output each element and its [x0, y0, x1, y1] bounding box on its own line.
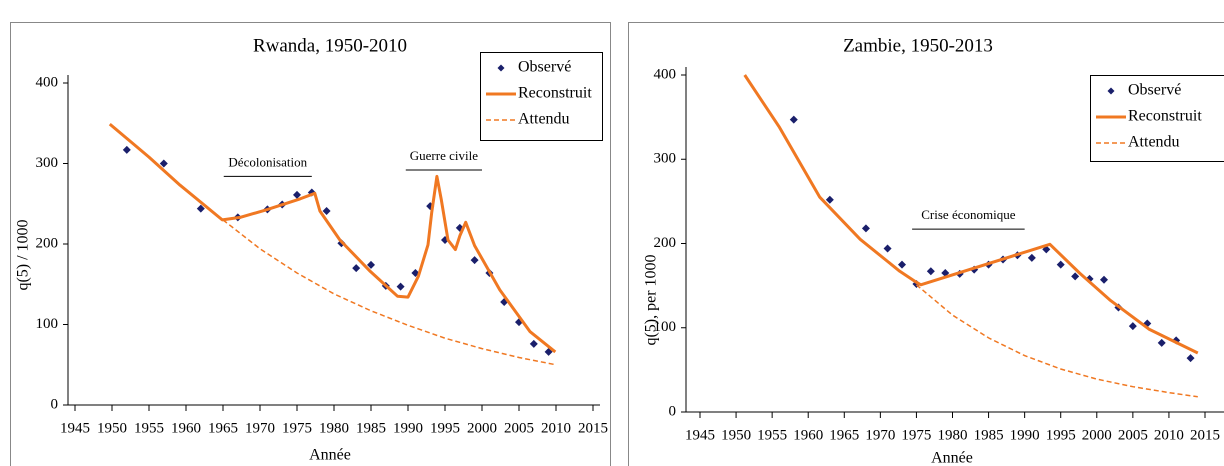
legend-label: Attendu	[1128, 134, 1180, 151]
data-point	[926, 267, 935, 276]
y-tick-label: 0	[51, 396, 59, 412]
x-tick-label: 1985	[974, 427, 1004, 443]
legend-marker	[1107, 87, 1115, 95]
x-tick-label: 1950	[97, 420, 127, 436]
data-point	[861, 224, 870, 233]
y-tick-label: 200	[36, 235, 59, 251]
series-line	[915, 284, 1198, 398]
data-point	[1157, 338, 1166, 347]
chart-title: Rwanda, 1950-2010	[253, 35, 407, 56]
data-point	[1056, 260, 1065, 269]
data-point	[196, 204, 205, 213]
x-tick-label: 2010	[541, 420, 571, 436]
x-tick-label: 1950	[721, 427, 751, 443]
y-tick-label: 100	[654, 319, 677, 335]
x-tick-label: 1980	[319, 420, 349, 436]
y-axis-label: q(5) / 1000	[15, 219, 32, 290]
series-line	[108, 122, 557, 354]
chart-title: Zambie, 1950-2013	[843, 35, 993, 56]
y-tick-label: 0	[669, 403, 677, 419]
y-tick-label: 300	[36, 155, 59, 171]
data-point	[396, 282, 405, 291]
panel-frame	[10, 22, 611, 466]
x-tick-label: 1990	[1010, 427, 1040, 443]
data-point	[367, 260, 375, 269]
legend-label: Observé	[518, 59, 571, 76]
legend-label: Attendu	[518, 111, 570, 128]
data-point	[1027, 253, 1036, 262]
x-tick-label: 2000	[467, 420, 497, 436]
series-line	[222, 219, 557, 366]
data-point	[1128, 322, 1137, 331]
x-tick-label: 2010	[1154, 427, 1184, 443]
x-tick-label: 1975	[282, 420, 312, 436]
annotation: Crise économique	[921, 207, 1015, 222]
panel-frame	[628, 22, 1224, 466]
y-tick-label: 400	[654, 66, 677, 82]
data-point	[159, 159, 168, 168]
x-tick-label: 2015	[578, 420, 608, 436]
data-point	[1100, 275, 1108, 284]
data-point	[898, 260, 906, 269]
x-tick-label: 1960	[793, 427, 823, 443]
x-tick-label: 1955	[134, 420, 164, 436]
y-axis-label: q(5), per 1000	[643, 254, 660, 345]
data-point	[1071, 272, 1080, 281]
x-tick-label: 1965	[208, 420, 238, 436]
x-tick-label: 1985	[356, 420, 386, 436]
data-point	[470, 256, 479, 265]
data-point	[293, 190, 301, 199]
x-tick-label: 1955	[757, 427, 787, 443]
x-tick-label: 1970	[245, 420, 275, 436]
x-axis-label: Année	[931, 450, 973, 466]
x-tick-label: 1945	[685, 427, 715, 443]
x-tick-label: 1945	[60, 420, 90, 436]
y-tick-label: 200	[654, 235, 677, 251]
data-point	[529, 339, 538, 348]
data-point	[825, 195, 834, 204]
x-tick-label: 1990	[393, 420, 423, 436]
data-point	[122, 145, 131, 154]
x-tick-label: 2005	[1118, 427, 1148, 443]
x-tick-label: 2015	[1190, 427, 1220, 443]
x-tick-label: 1965	[829, 427, 859, 443]
data-point	[352, 264, 361, 273]
legend-label: Reconstruit	[518, 85, 592, 102]
x-tick-label: 2005	[504, 420, 534, 436]
legend-label: Observé	[1128, 82, 1181, 99]
y-tick-label: 100	[36, 316, 59, 332]
x-tick-label: 1980	[938, 427, 968, 443]
annotation: Guerre civile	[410, 148, 478, 163]
x-tick-label: 1970	[865, 427, 895, 443]
legend-marker	[497, 64, 505, 72]
annotation: Décolonisation	[228, 154, 307, 169]
x-tick-label: 1995	[1046, 427, 1076, 443]
x-tick-label: 1995	[430, 420, 460, 436]
x-tick-label: 1975	[901, 427, 931, 443]
data-point	[1186, 354, 1195, 363]
y-tick-label: 300	[654, 151, 677, 167]
data-point	[789, 115, 798, 124]
x-tick-label: 2000	[1082, 427, 1112, 443]
y-tick-label: 400	[36, 74, 59, 90]
series-line	[743, 74, 1199, 355]
data-point	[883, 244, 892, 253]
x-tick-label: 1960	[171, 420, 201, 436]
data-point	[322, 206, 331, 215]
legend-label: Reconstruit	[1128, 108, 1202, 125]
x-axis-label: Année	[309, 447, 351, 464]
